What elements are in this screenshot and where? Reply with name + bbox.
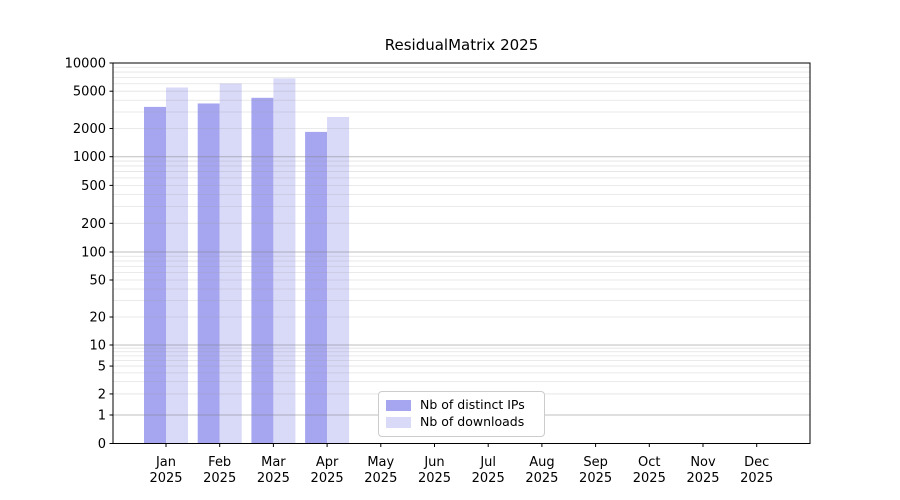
y-axis-labels: 0 1 2 5 10 20 50 100 200 500 1000 2000 5000 10000 — [65, 57, 106, 453]
bar-feb-downloads — [219, 83, 242, 444]
x-tick-label-year: 2025 — [472, 471, 505, 486]
y-tick-label: 50 — [89, 273, 106, 288]
y-tick-label: 2000 — [73, 122, 106, 137]
legend-item-downloads: Nb of downloads — [386, 414, 544, 430]
x-tick-label-year: 2025 — [686, 471, 719, 486]
bar-mar-distinct-ips — [251, 97, 274, 444]
x-tick-label-month: Aug — [529, 455, 554, 470]
x-tick-label-year: 2025 — [525, 471, 558, 486]
y-tick-label: 1000 — [73, 150, 106, 165]
x-tick-label-year: 2025 — [740, 471, 773, 486]
x-tick-label-year: 2025 — [633, 471, 666, 486]
x-tick-label-month: Jul — [479, 455, 496, 470]
plot-border — [112, 62, 811, 444]
y-tick-label: 10000 — [65, 57, 106, 72]
y-tick-label: 500 — [81, 179, 106, 194]
y-tick-label: 5 — [98, 360, 106, 375]
x-tick-label-year: 2025 — [364, 471, 397, 486]
legend: Nb of distinct IPs Nb of downloads — [378, 391, 545, 437]
legend-swatch-downloads-icon — [386, 417, 411, 429]
y-tick-label: 0 — [98, 437, 106, 452]
legend-swatch-distinct-ips-icon — [386, 399, 411, 411]
y-tick-label: 5000 — [73, 85, 106, 100]
x-tick-label-month: Oct — [638, 455, 660, 470]
legend-label: Nb of distinct IPs — [420, 396, 525, 412]
y-tick-label: 100 — [81, 246, 106, 261]
chart-title: ResidualMatrix 2025 — [384, 36, 539, 54]
x-tick-label-year: 2025 — [418, 471, 451, 486]
y-tick-label: 2 — [98, 387, 106, 402]
x-tick-label-month: Jun — [423, 455, 444, 470]
bar-apr-distinct-ips — [305, 131, 328, 444]
y-tick-label: 200 — [81, 217, 106, 232]
y-tick-label: 20 — [89, 311, 106, 326]
bar-mar-downloads — [273, 78, 296, 444]
x-tick-label-month: May — [367, 455, 394, 470]
y-tick-label: 10 — [89, 339, 106, 354]
bars-group — [144, 78, 350, 444]
x-tick-label-month: Nov — [690, 455, 716, 470]
x-tick-label-month: Mar — [261, 455, 286, 470]
x-tick-label-month: Dec — [744, 455, 769, 470]
x-tick-label-year: 2025 — [257, 471, 290, 486]
x-tick-label-month: Feb — [208, 455, 231, 470]
x-tick-label-year: 2025 — [203, 471, 236, 486]
bar-apr-downloads — [327, 117, 350, 444]
x-axis-labels: Jan2025Feb2025Mar2025Apr2025May2025Jun20… — [149, 455, 773, 486]
x-tick-label-year: 2025 — [579, 471, 612, 486]
x-tick-label-month: Jan — [155, 455, 176, 470]
x-tick-label-month: Apr — [316, 455, 339, 470]
legend-label: Nb of downloads — [420, 414, 525, 429]
bar-jan-downloads — [166, 87, 188, 444]
bar-feb-distinct-ips — [197, 103, 220, 444]
bar-jan-distinct-ips — [144, 106, 166, 444]
x-tick-label-year: 2025 — [149, 471, 182, 486]
y-tick-label: 1 — [98, 409, 106, 424]
legend-item-distinct-ips: Nb of distinct IPs — [386, 396, 544, 413]
x-tick-label-month: Sep — [583, 455, 608, 470]
x-tick-label-year: 2025 — [311, 471, 344, 486]
axes-group — [109, 62, 811, 447]
gridlines-group — [113, 62, 810, 416]
